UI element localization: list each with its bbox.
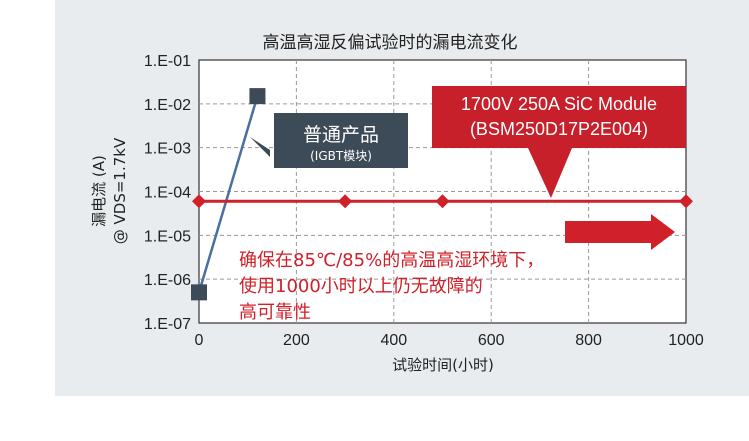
y-axis-label-line1: 漏电流 (A) bbox=[90, 155, 108, 227]
igbt-callout-pointer bbox=[250, 137, 270, 157]
chart-title: 高温高湿反偏试验时的漏电流变化 bbox=[263, 33, 518, 53]
y-tick-label: 1.E-06 bbox=[144, 272, 191, 289]
y-tick-labels: 1.E-01 1.E-02 1.E-03 1.E-04 1.E-05 1.E-06 1.E-… bbox=[144, 53, 191, 333]
y-tick-label: 1.E-07 bbox=[144, 316, 191, 333]
igbt-callout-label: 普通产品 bbox=[303, 124, 379, 146]
igbt-callout-box bbox=[274, 113, 408, 168]
x-tick-label: 800 bbox=[575, 332, 602, 349]
igbt-callout-sublabel: (IGBT模块) bbox=[310, 149, 372, 163]
series-line-igbt bbox=[197, 95, 259, 293]
sic-callout-pointer bbox=[528, 148, 572, 198]
note-line-3: 高可靠性 bbox=[239, 302, 311, 323]
note-line-2: 使用1000小时以上仍无故障的 bbox=[239, 276, 483, 297]
data-point-sic bbox=[192, 194, 206, 209]
sic-callout-label-line2: (BSM250D17P2E004) bbox=[470, 119, 648, 139]
data-point-sic bbox=[435, 194, 450, 209]
y-tick-label: 1.E-05 bbox=[144, 228, 191, 245]
data-point-sic bbox=[338, 194, 353, 209]
y-tick-label: 1.E-03 bbox=[144, 141, 191, 158]
data-point-igbt bbox=[191, 284, 207, 301]
x-tick-label: 400 bbox=[380, 332, 407, 349]
y-tick-label: 1.E-04 bbox=[144, 185, 191, 202]
x-axis-label: 试验时间(小时) bbox=[392, 356, 494, 374]
y-tick-label: 1.E-02 bbox=[144, 97, 191, 114]
note-line-1: 确保在85℃/85%的高温高湿环境下， bbox=[239, 250, 544, 271]
sic-callout-box bbox=[432, 86, 686, 148]
data-point-sic bbox=[679, 194, 693, 209]
data-point-igbt bbox=[249, 88, 266, 105]
x-tick-labels: 0 200 400 600 800 1000 bbox=[195, 332, 704, 349]
series-layer bbox=[191, 88, 693, 301]
x-tick-label: 1000 bbox=[668, 332, 704, 349]
x-tick-label: 0 bbox=[195, 332, 204, 349]
sic-callout-label-line1: 1700V 250A SiC Module bbox=[461, 94, 657, 114]
right-arrow-icon bbox=[565, 214, 675, 250]
y-axis-label: 漏电流 (A) @ VDS=1.7kV bbox=[90, 137, 129, 244]
x-tick-label: 200 bbox=[283, 332, 310, 349]
y-tick-label: 1.E-01 bbox=[144, 53, 191, 70]
y-axis-label-line2: @ VDS=1.7kV bbox=[111, 137, 129, 244]
x-tick-label: 600 bbox=[478, 332, 505, 349]
